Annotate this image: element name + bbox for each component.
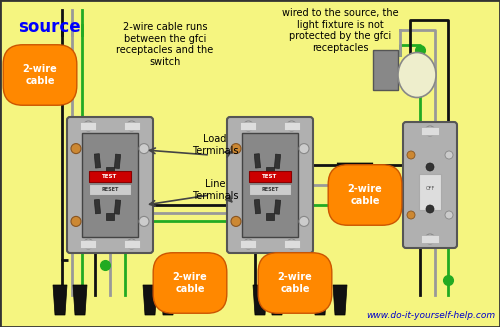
Text: source: source bbox=[18, 18, 80, 36]
Circle shape bbox=[71, 216, 81, 226]
Circle shape bbox=[244, 121, 254, 131]
Ellipse shape bbox=[398, 53, 436, 97]
Bar bbox=[266, 167, 274, 174]
Bar bbox=[88, 171, 132, 182]
Circle shape bbox=[84, 121, 94, 131]
Text: Line
Terminals: Line Terminals bbox=[192, 179, 238, 201]
Bar bbox=[254, 154, 260, 168]
Bar bbox=[106, 167, 114, 174]
Circle shape bbox=[425, 126, 435, 136]
Bar bbox=[106, 213, 114, 220]
Circle shape bbox=[286, 121, 296, 131]
Bar bbox=[94, 199, 100, 214]
Bar bbox=[240, 240, 256, 248]
Circle shape bbox=[299, 144, 309, 154]
Circle shape bbox=[425, 234, 435, 244]
Text: 2-wire
cable: 2-wire cable bbox=[172, 272, 208, 294]
Polygon shape bbox=[270, 285, 284, 315]
Polygon shape bbox=[337, 195, 373, 225]
Bar bbox=[82, 133, 138, 237]
Polygon shape bbox=[333, 285, 347, 315]
Bar bbox=[88, 184, 132, 195]
Bar bbox=[124, 122, 140, 130]
Polygon shape bbox=[337, 163, 373, 193]
FancyBboxPatch shape bbox=[403, 122, 457, 248]
Circle shape bbox=[299, 216, 309, 226]
FancyBboxPatch shape bbox=[227, 117, 313, 253]
Text: RESET: RESET bbox=[102, 187, 118, 192]
Polygon shape bbox=[313, 285, 327, 315]
Bar bbox=[248, 171, 292, 182]
Text: 2-wire
cable: 2-wire cable bbox=[278, 272, 312, 294]
Bar bbox=[114, 200, 120, 214]
Bar bbox=[266, 213, 274, 220]
Bar bbox=[421, 235, 439, 243]
Circle shape bbox=[244, 239, 254, 249]
Circle shape bbox=[139, 216, 149, 226]
Text: 2-wire
cable: 2-wire cable bbox=[22, 64, 58, 86]
Circle shape bbox=[231, 216, 241, 226]
Bar bbox=[248, 184, 292, 195]
Bar bbox=[284, 240, 300, 248]
Text: RESET: RESET bbox=[262, 187, 278, 192]
Bar bbox=[114, 154, 120, 168]
Circle shape bbox=[231, 144, 241, 154]
Text: wired to the source, the
light fixture is not
protected by the gfci
receptacles: wired to the source, the light fixture i… bbox=[282, 8, 399, 53]
FancyBboxPatch shape bbox=[67, 117, 153, 253]
Text: Load
Terminals: Load Terminals bbox=[192, 134, 238, 156]
Text: www.do-it-yourself-help.com: www.do-it-yourself-help.com bbox=[366, 311, 495, 320]
Bar bbox=[274, 200, 280, 214]
Text: OFF: OFF bbox=[426, 186, 434, 191]
Bar bbox=[284, 122, 300, 130]
Polygon shape bbox=[143, 285, 157, 315]
Bar bbox=[124, 240, 140, 248]
Text: 2-wire
cable: 2-wire cable bbox=[348, 184, 382, 206]
Circle shape bbox=[426, 163, 434, 171]
Bar bbox=[274, 154, 280, 168]
Bar bbox=[94, 154, 100, 168]
Circle shape bbox=[445, 151, 453, 159]
Circle shape bbox=[286, 239, 296, 249]
Circle shape bbox=[126, 121, 136, 131]
Circle shape bbox=[445, 211, 453, 219]
Text: TEST: TEST bbox=[102, 174, 118, 179]
Bar bbox=[373, 50, 398, 90]
Bar bbox=[80, 240, 96, 248]
Bar bbox=[242, 133, 298, 237]
Circle shape bbox=[71, 144, 81, 154]
Circle shape bbox=[426, 205, 434, 213]
Circle shape bbox=[407, 211, 415, 219]
Bar bbox=[240, 122, 256, 130]
Circle shape bbox=[126, 239, 136, 249]
Bar bbox=[421, 127, 439, 135]
Circle shape bbox=[84, 239, 94, 249]
Text: 2-wire cable runs
between the gfci
receptacles and the
switch: 2-wire cable runs between the gfci recep… bbox=[116, 22, 214, 67]
Circle shape bbox=[407, 151, 415, 159]
Circle shape bbox=[139, 144, 149, 154]
Bar bbox=[80, 122, 96, 130]
Polygon shape bbox=[73, 285, 87, 315]
Bar bbox=[254, 199, 260, 214]
Polygon shape bbox=[253, 285, 267, 315]
Polygon shape bbox=[161, 285, 175, 315]
Polygon shape bbox=[53, 285, 67, 315]
Bar bbox=[419, 174, 441, 210]
Text: TEST: TEST bbox=[262, 174, 278, 179]
